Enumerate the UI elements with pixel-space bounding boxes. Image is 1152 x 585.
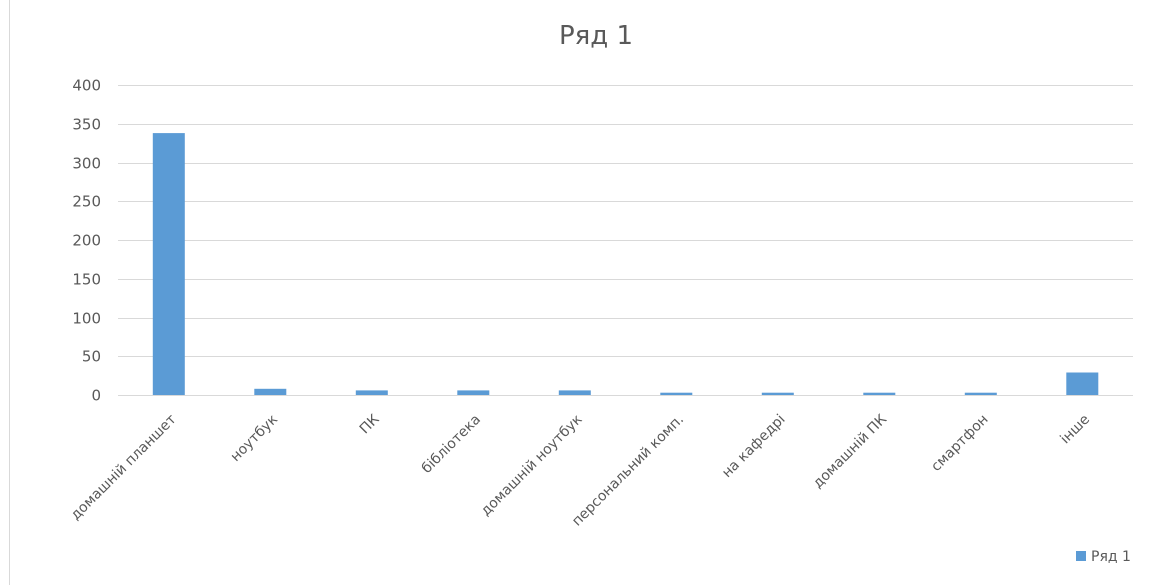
y-axis-ticks: 0 50 100 150 200 250 300 350 400	[72, 77, 101, 405]
chart-frame-edge	[9, 0, 10, 585]
bar[interactable]	[1066, 372, 1099, 396]
x-category-label: домашній ПК	[810, 411, 890, 491]
legend-label: Ряд 1	[1091, 549, 1131, 565]
bar[interactable]	[355, 390, 388, 395]
y-tick-label: 100	[72, 310, 101, 328]
x-category-label: на кафедрі	[719, 412, 788, 481]
x-category-label: домашній ноутбук	[478, 412, 586, 520]
x-category-label: смартфон	[928, 412, 991, 475]
bar[interactable]	[964, 392, 997, 395]
x-category-label: бібліотека	[419, 412, 484, 477]
y-tick-label: 0	[91, 387, 101, 405]
bar[interactable]	[254, 388, 287, 395]
legend[interactable]: Ряд 1	[1076, 549, 1131, 565]
x-category-label: інше	[1057, 412, 1093, 448]
x-category-label: ноутбук	[228, 412, 281, 465]
legend-swatch	[1076, 551, 1086, 561]
bars	[152, 133, 1099, 396]
gridlines	[118, 85, 1133, 357]
x-axis-labels: домашній планшет ноутбук ПК бібліотекадомаш…	[68, 411, 1093, 529]
bar[interactable]	[558, 390, 591, 395]
y-tick-label: 150	[72, 271, 101, 289]
y-tick-label: 400	[72, 77, 101, 95]
x-category-label: персональний комп.	[569, 412, 687, 530]
bar[interactable]	[761, 392, 794, 395]
y-tick-label: 200	[72, 232, 101, 250]
bar[interactable]	[152, 133, 185, 395]
y-tick-label: 50	[82, 348, 101, 366]
y-tick-label: 300	[72, 155, 101, 173]
y-tick-label: 250	[72, 193, 101, 211]
x-category-label: ПК	[357, 411, 383, 437]
y-tick-label: 350	[72, 116, 101, 134]
bar[interactable]	[863, 392, 896, 395]
bar[interactable]	[660, 392, 693, 395]
x-category-label: домашній планшет	[68, 412, 180, 524]
bar[interactable]	[457, 390, 490, 395]
chart-title: Ряд 1	[559, 21, 633, 51]
